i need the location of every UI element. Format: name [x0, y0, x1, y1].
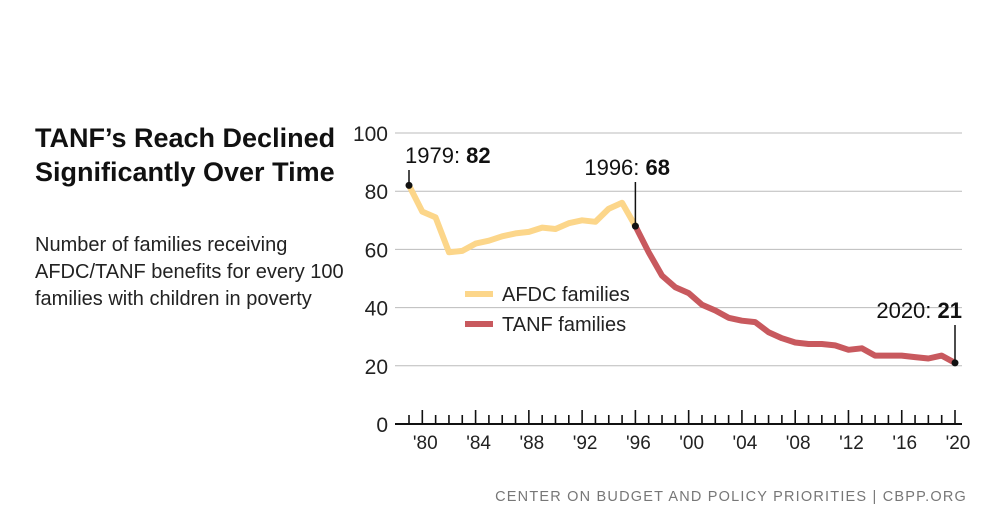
legend: AFDC families TANF families: [465, 284, 630, 336]
legend-label: AFDC families: [502, 284, 630, 306]
y-tick-label: 20: [365, 356, 388, 379]
annotation-label: 1996: 68: [584, 155, 670, 180]
x-tick-label: '80: [413, 433, 438, 454]
y-tick-label: 80: [365, 181, 388, 204]
chart-subtitle: Number of families receiving AFDC/TANF b…: [35, 234, 344, 310]
annotations: 1979: 82 1996: 68 2020: 21: [405, 143, 962, 367]
x-tick-label: '12: [839, 433, 864, 454]
series-lines: [406, 184, 957, 366]
chart-title: TANF’s Reach Declined Significantly Over…: [35, 123, 336, 187]
y-tick-label: 100: [353, 123, 388, 146]
x-tick-label: '96: [626, 433, 651, 454]
x-tick-label: '04: [733, 433, 758, 454]
x-tick-label: '92: [573, 433, 598, 454]
x-tick-label: '00: [679, 433, 704, 454]
series-line-tanf-families: [632, 224, 957, 366]
grid-lines: [395, 132, 962, 367]
y-tick-label: 60: [365, 239, 388, 262]
x-tick-label: '88: [519, 433, 544, 454]
annotation-label: 1979: 82: [405, 143, 491, 168]
annotation-year: 2020:: [876, 298, 937, 323]
x-axis: '80 '84 '88 '92 '96 '00 '04 '08 '12 '16 '20: [395, 410, 970, 454]
annotation-label: 2020: 21: [876, 298, 962, 323]
annotation-year: 1996:: [584, 155, 645, 180]
annotation-dot: [951, 359, 959, 367]
y-tick-label: 0: [376, 414, 388, 437]
annotation-year: 1979:: [405, 143, 466, 168]
x-tick-label: '20: [946, 433, 971, 454]
x-tick-label: '08: [786, 433, 811, 454]
series-line-afdc-families: [406, 184, 639, 256]
annotation-value: 82: [466, 143, 490, 168]
x-tick-label: '16: [892, 433, 917, 454]
annotation-dot: [405, 181, 413, 189]
annotation-value: 68: [646, 155, 670, 180]
annotation-dot: [631, 222, 639, 230]
annotation-value: 21: [938, 298, 962, 323]
source-credit: CENTER ON BUDGET AND POLICY PRIORITIES |…: [495, 489, 967, 505]
y-axis-labels: 0 20 40 60 80 100: [353, 123, 388, 437]
y-tick-label: 40: [365, 298, 388, 321]
legend-label: TANF families: [502, 314, 626, 336]
x-tick-label: '84: [466, 433, 491, 454]
